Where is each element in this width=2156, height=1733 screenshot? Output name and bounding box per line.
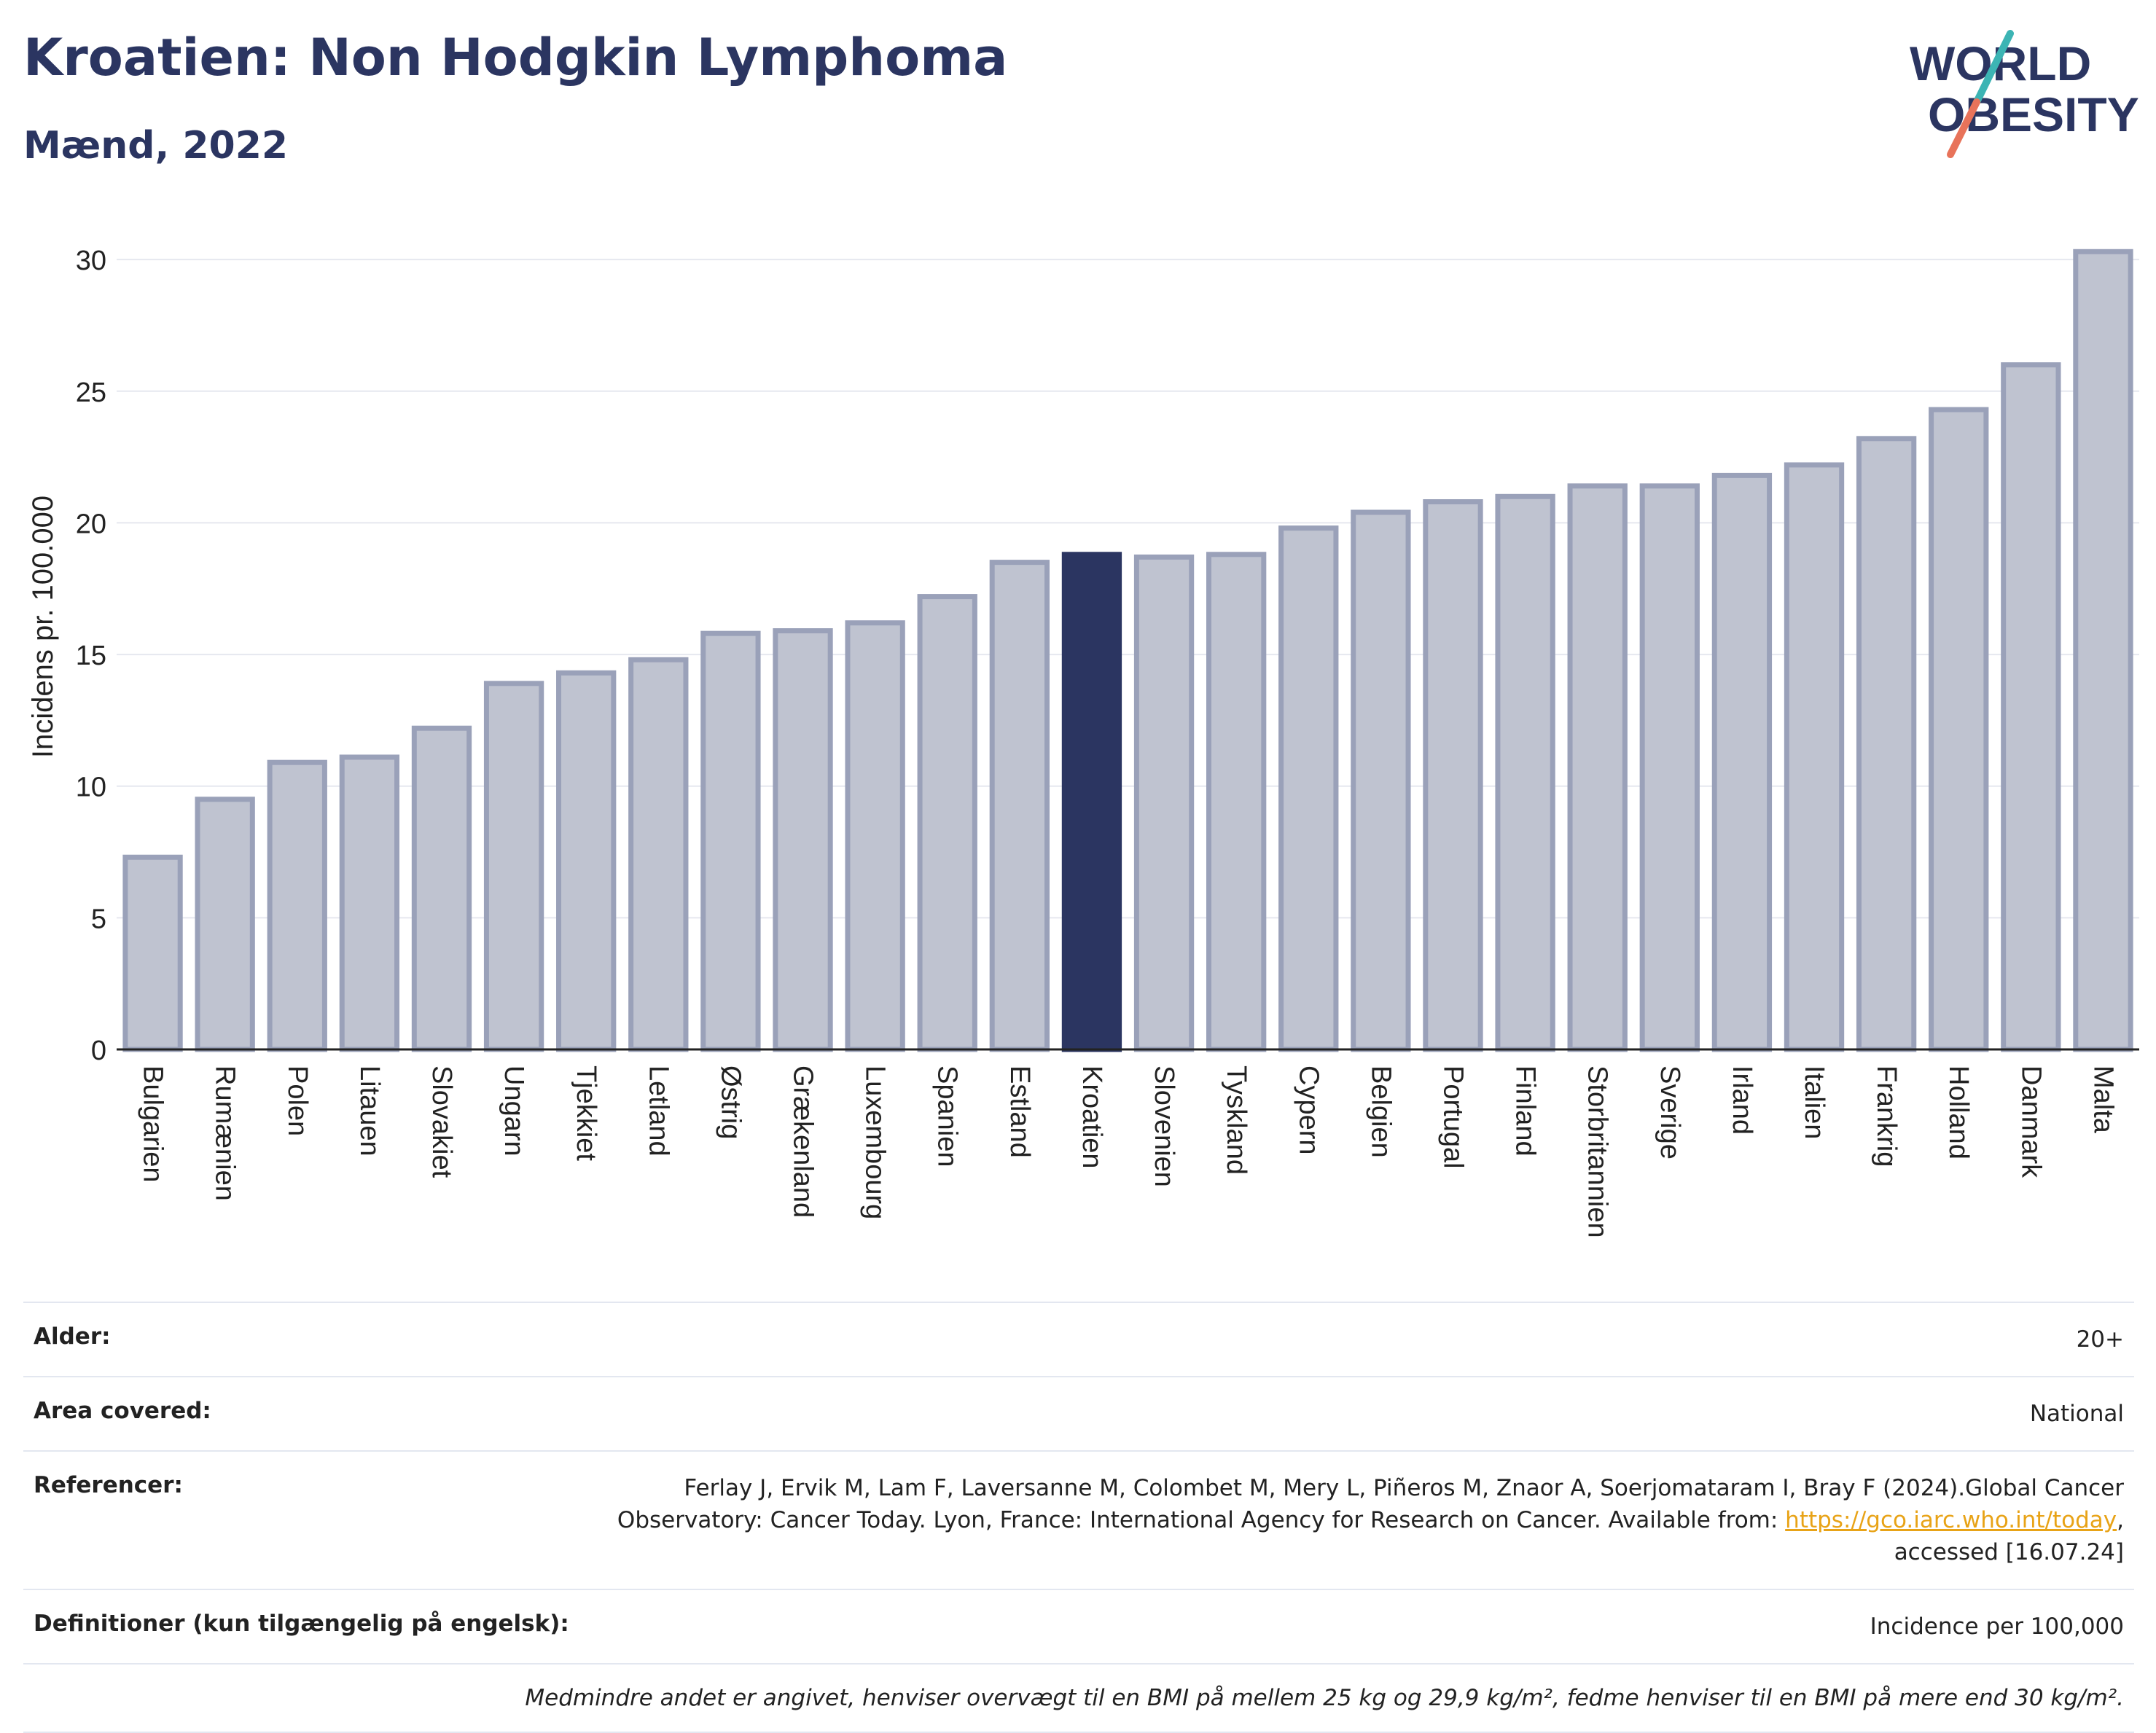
y-tick-label: 5 xyxy=(91,904,106,934)
metadata-table: Alder: 20+ Area covered: National Refere… xyxy=(23,1302,2134,1733)
x-tick-label: Frankrig xyxy=(1871,1065,1902,1167)
x-tick-label: Sverige xyxy=(1655,1065,1685,1159)
x-tick-label: Tyskland xyxy=(1221,1065,1251,1175)
x-tick-label: Irland xyxy=(1727,1065,1757,1135)
meta-row-area: Area covered: National xyxy=(23,1376,2134,1450)
bar-rumænien[interactable] xyxy=(195,797,255,1052)
meta-row-age: Alder: 20+ xyxy=(23,1302,2134,1376)
bar-luxembourg[interactable] xyxy=(845,620,905,1052)
bar-tjekkiet[interactable] xyxy=(556,670,617,1052)
x-tick-label: Grækenland xyxy=(788,1065,819,1218)
x-tick-label: Malta xyxy=(2087,1065,2118,1134)
meta-row-definitions: Definitioner (kun tilgængelig på engelsk… xyxy=(23,1589,2134,1663)
x-tick-label: Holland xyxy=(1943,1065,1974,1159)
bar-chart: 0 5 10 15 20 25 30 Bulgarien Rumænien Polen Litau… xyxy=(27,246,2139,1238)
x-tick-label: Danmark xyxy=(2015,1065,2046,1178)
x-tick-label: Estland xyxy=(1004,1065,1035,1158)
bar-litauen[interactable] xyxy=(339,754,400,1052)
bar-estland[interactable] xyxy=(989,560,1050,1052)
x-tick-label: Kroatien xyxy=(1077,1065,1107,1169)
bmi-note: Medmindre andet er angivet, henviser ove… xyxy=(525,1685,2124,1711)
x-axis-ticks: Bulgarien Rumænien Polen Litauen Slovakiet Un… xyxy=(138,1065,2119,1238)
x-tick-label: Tjekkiet xyxy=(571,1065,601,1161)
y-tick-label: 15 xyxy=(76,641,106,671)
x-tick-label: Italien xyxy=(1799,1065,1829,1139)
x-tick-label: Spanien xyxy=(932,1065,963,1167)
bar-holland[interactable] xyxy=(1929,407,1989,1052)
bar-bulgarien[interactable] xyxy=(122,854,183,1052)
references-value: Ferlay J, Ervik M, Lam F, Laversanne M, … xyxy=(593,1472,2124,1568)
bars xyxy=(122,249,2133,1052)
page-title: Kroatien: Non Hodgkin Lymphoma xyxy=(23,28,1008,87)
x-tick-label: Cypern xyxy=(1293,1065,1324,1155)
y-tick-label: 25 xyxy=(76,377,106,408)
x-tick-label: Ungarn xyxy=(499,1065,529,1157)
x-tick-label: Storbritannien xyxy=(1582,1065,1613,1238)
y-tick-label: 0 xyxy=(91,1036,106,1066)
x-tick-label: Bulgarien xyxy=(138,1065,168,1183)
x-tick-label: Portugal xyxy=(1437,1065,1468,1169)
y-axis-ticks: 0 5 10 15 20 25 30 xyxy=(76,246,106,1066)
bar-spanien[interactable] xyxy=(917,594,977,1052)
bar-kroatien[interactable] xyxy=(1061,552,1122,1052)
bar-belgien[interactable] xyxy=(1351,509,1411,1052)
age-value: 20+ xyxy=(2076,1326,2124,1353)
bar-portugal[interactable] xyxy=(1423,499,1483,1052)
definitions-label: Definitioner (kun tilgængelig på engelsk… xyxy=(34,1611,569,1637)
world-obesity-logo: WORLD OBESITY xyxy=(1910,30,2139,158)
x-tick-label: Slovenien xyxy=(1149,1065,1179,1187)
references-link[interactable]: https://gco.iarc.who.int/today xyxy=(1785,1507,2117,1533)
bar-letland[interactable] xyxy=(628,657,689,1052)
meta-row-references: Referencer: Ferlay J, Ervik M, Lam F, La… xyxy=(23,1450,2134,1589)
x-tick-label: Østrig xyxy=(715,1065,746,1139)
y-tick-label: 30 xyxy=(76,246,106,276)
x-tick-label: Belgien xyxy=(1365,1065,1396,1158)
bar-malta[interactable] xyxy=(2073,249,2133,1052)
bar-finland[interactable] xyxy=(1495,493,1555,1052)
x-tick-label: Polen xyxy=(282,1065,313,1136)
bar-storbritannien[interactable] xyxy=(1567,483,1628,1052)
area-value: National xyxy=(2029,1401,2124,1427)
age-label: Alder: xyxy=(34,1323,111,1350)
x-tick-label: Finland xyxy=(1510,1065,1541,1157)
page-subtitle: Mænd, 2022 xyxy=(23,124,289,168)
x-tick-label: Litauen xyxy=(354,1065,385,1157)
bar-slovenien[interactable] xyxy=(1133,554,1195,1052)
bar-danmark[interactable] xyxy=(2001,362,2061,1052)
bar-polen[interactable] xyxy=(267,759,327,1052)
y-tick-label: 20 xyxy=(76,509,106,539)
bar-tyskland[interactable] xyxy=(1206,552,1267,1052)
y-tick-label: 10 xyxy=(76,772,106,803)
bar-cypern[interactable] xyxy=(1278,525,1339,1052)
references-label: Referencer: xyxy=(34,1472,183,1498)
area-label: Area covered: xyxy=(34,1398,211,1424)
y-axis-label: Incidens pr. 100.000 xyxy=(27,496,59,758)
x-tick-label: Luxembourg xyxy=(860,1065,891,1219)
references-accessed: , accessed [16.07.24] xyxy=(1894,1507,2124,1565)
meta-row-note: Medmindre andet er angivet, henviser ove… xyxy=(23,1663,2134,1733)
bar-grækenland[interactable] xyxy=(773,628,833,1052)
bar-sverige[interactable] xyxy=(1639,483,1700,1052)
bar-irland[interactable] xyxy=(1711,472,1773,1052)
references-text: Ferlay J, Ervik M, Lam F, Laversanne M, … xyxy=(617,1475,2124,1533)
definitions-value: Incidence per 100,000 xyxy=(1870,1613,2124,1640)
x-tick-label: Slovakiet xyxy=(426,1065,457,1178)
bar-frankrig[interactable] xyxy=(1856,436,1917,1052)
bar-italien[interactable] xyxy=(1784,462,1845,1052)
x-tick-label: Letland xyxy=(643,1065,673,1157)
x-tick-label: Rumænien xyxy=(210,1065,241,1201)
bar-østrig[interactable] xyxy=(700,630,761,1052)
bar-ungarn[interactable] xyxy=(483,681,544,1052)
bar-slovakiet[interactable] xyxy=(411,725,472,1052)
